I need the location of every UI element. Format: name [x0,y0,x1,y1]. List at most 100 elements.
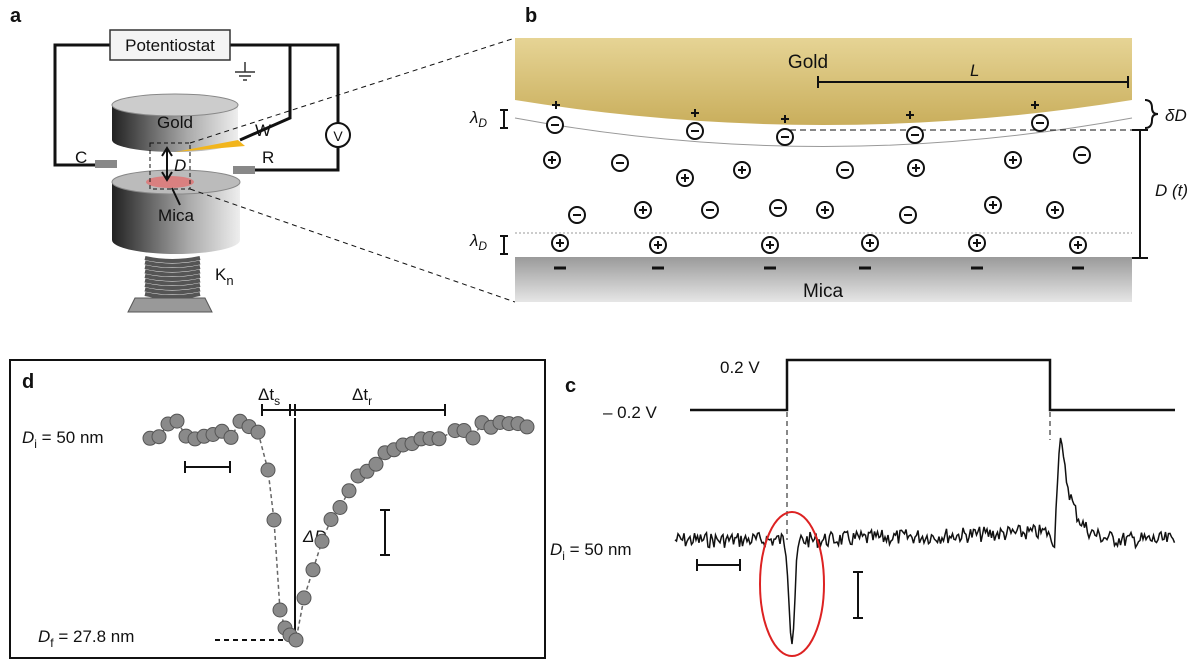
tspan: Δt [352,385,368,404]
reference-electrode [233,166,255,174]
tspan: i [562,549,565,563]
tspan: = 50 nm [565,540,632,559]
spring-label: Kn [215,265,234,288]
tspan: D [478,239,487,253]
spring-coil [144,256,201,299]
plus-sign [639,206,647,214]
plus-sign [866,239,874,247]
distance-scale-bar [380,509,390,556]
connector [149,420,528,642]
zoom-box [149,142,191,190]
panel-label: b [525,5,537,27]
counter-label: C [75,148,87,167]
panel-label: d [22,371,34,393]
tspan: f [50,636,54,650]
gold-cylinder [112,105,238,152]
voltage-step [690,358,1175,412]
time-bars [261,404,446,416]
point [431,431,447,447]
voltmeter [325,122,351,148]
deflection-brace [1144,99,1159,129]
plus-sign [681,174,689,182]
plus-sign [906,111,914,119]
tspan: i [34,437,37,451]
reference-label: R [262,148,274,167]
zoom-lines [189,37,516,303]
tspan: λ [469,108,478,127]
ions [543,101,1091,270]
point [323,512,339,527]
tspan: = 50 nm [37,428,104,447]
debye-layer-top [514,117,1133,147]
tspan: K [215,265,227,284]
tspan: s [274,394,280,408]
plus-sign [1009,156,1017,164]
tspan: D [478,116,487,130]
point [519,419,535,435]
plus-sign [691,109,699,117]
mica-surface [515,257,1132,302]
point [151,429,167,445]
step-markers [786,412,1051,540]
tspan: = 27.8 nm [54,627,135,646]
working-label: W [255,121,271,140]
time-scale-bar [184,461,231,473]
tspan: D [550,540,562,559]
plus-sign [548,156,556,164]
mica-sheet [146,176,194,188]
point [332,500,348,515]
gold-label: Gold [157,113,193,132]
mica-label: Mica [158,206,194,225]
point [223,429,239,445]
plus-sign [654,241,662,249]
point [305,562,321,578]
path [230,43,340,123]
point [169,413,185,429]
length-label: L [970,61,979,80]
path [53,43,110,167]
deflection-label: δD [1165,106,1187,125]
plus-sign [552,101,560,109]
point [266,512,282,528]
point [260,462,276,478]
plus-sign [973,239,981,247]
distance-points [142,413,535,648]
debye-bar-bottom [500,235,508,255]
plus-sign [766,241,774,249]
tspan: D [22,428,34,447]
tspan: D [38,627,50,646]
spring [144,256,201,299]
plus-sign [556,239,564,247]
relaxation-time-label: Δtr [352,385,372,408]
time-scale-bar [696,559,741,571]
mica-pointer [171,187,181,206]
path [255,147,340,172]
tspan: n [226,273,233,288]
gold-label: Gold [788,52,828,73]
gold-top [111,93,239,117]
ground [235,62,255,81]
point [250,424,266,440]
mica-cylinder [112,182,240,254]
circuit [53,43,340,172]
point [272,602,288,618]
plus-sign [912,164,920,172]
plus-sign [1074,241,1082,249]
point [368,456,384,472]
distance-scale-bar [853,571,863,619]
initial-distance-label: Di = 50 nm [22,428,104,451]
panel-frame [9,359,546,659]
high-voltage-label: 0.2 V [720,358,760,377]
plus-sign [1031,101,1039,109]
final-distance-label: Df = 27.8 nm [38,627,134,650]
plus-sign [781,115,789,123]
path [239,45,292,142]
panel-label: a [10,5,22,27]
distance-label: D [174,156,186,175]
spring-base [127,297,213,313]
length-bar [817,76,1129,88]
plus-sign [738,166,746,174]
low-voltage-label: – 0.2 V [603,403,658,422]
plus-sign [989,201,997,209]
point [296,590,312,606]
